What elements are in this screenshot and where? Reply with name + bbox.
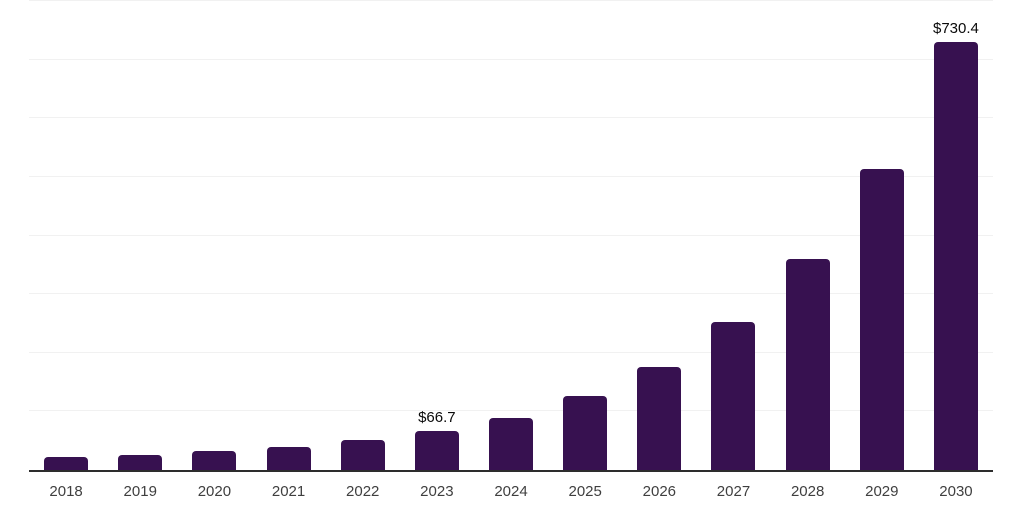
bar-value-label-2030: $730.4: [933, 19, 979, 37]
bar-2025: [563, 395, 608, 470]
x-tick-2019: 2019: [123, 483, 157, 500]
bar-2030: [933, 41, 978, 470]
bar-column-2025: [548, 1, 622, 470]
bar-2020: [192, 450, 237, 470]
gridline-400: [29, 234, 993, 236]
bar-2029: [859, 169, 904, 470]
bar-2028: [785, 258, 830, 470]
gridline-800: [29, 0, 993, 1]
bar-2019: [118, 454, 163, 470]
gridline-200: [29, 351, 993, 353]
x-tick-2023: 2023: [420, 483, 454, 500]
bar-column-2030: $730.4: [919, 1, 993, 470]
bar-series: $66.7 $730.4: [29, 1, 993, 470]
plot-area: $66.7 $730.4: [29, 0, 993, 472]
bar-column-2027: [696, 1, 770, 470]
gridline-500: [29, 175, 993, 177]
x-tick-2026: 2026: [642, 483, 677, 500]
x-tick-2025: 2025: [568, 483, 602, 500]
bar-column-2029: [845, 1, 919, 470]
x-tick-2030: 2030: [939, 483, 973, 500]
bar-2018: [44, 457, 89, 470]
x-tick-2027: 2027: [716, 483, 751, 500]
x-tick-2024: 2024: [494, 483, 528, 500]
gridline-300: [29, 293, 993, 295]
bar-column-2024: [474, 1, 548, 470]
x-tick-2018: 2018: [49, 483, 83, 500]
bar-column-2020: [177, 1, 251, 470]
x-tick-2020: 2020: [197, 483, 232, 500]
x-tick-2028: 2028: [790, 483, 825, 500]
bar-2027: [711, 322, 756, 470]
bar-column-2022: [326, 1, 400, 470]
x-tick-2022: 2022: [346, 483, 380, 500]
gridline-700: [29, 58, 993, 60]
bar-column-2019: [103, 1, 177, 470]
bar-column-2021: [251, 1, 325, 470]
gridline-600: [29, 117, 993, 119]
bar-column-2026: [622, 1, 696, 470]
bar-column-2023: $66.7: [400, 1, 474, 470]
bar-value-label-2023: $66.7: [418, 408, 456, 426]
x-tick-2029: 2029: [865, 483, 899, 500]
bar-2021: [266, 447, 311, 470]
bar-2023: [414, 430, 459, 470]
bar-2024: [489, 417, 534, 470]
x-tick-2021: 2021: [271, 483, 306, 500]
gridline-100: [29, 410, 993, 412]
gridlines: [29, 0, 993, 470]
bar-2026: [637, 366, 682, 470]
x-axis: 2018 2019 2020 2021 2022 2023 2024 2025 2026 2027…: [29, 483, 993, 501]
bar-column-2018: [29, 1, 103, 470]
bar-2022: [340, 440, 385, 470]
bar-column-2028: [771, 1, 845, 470]
